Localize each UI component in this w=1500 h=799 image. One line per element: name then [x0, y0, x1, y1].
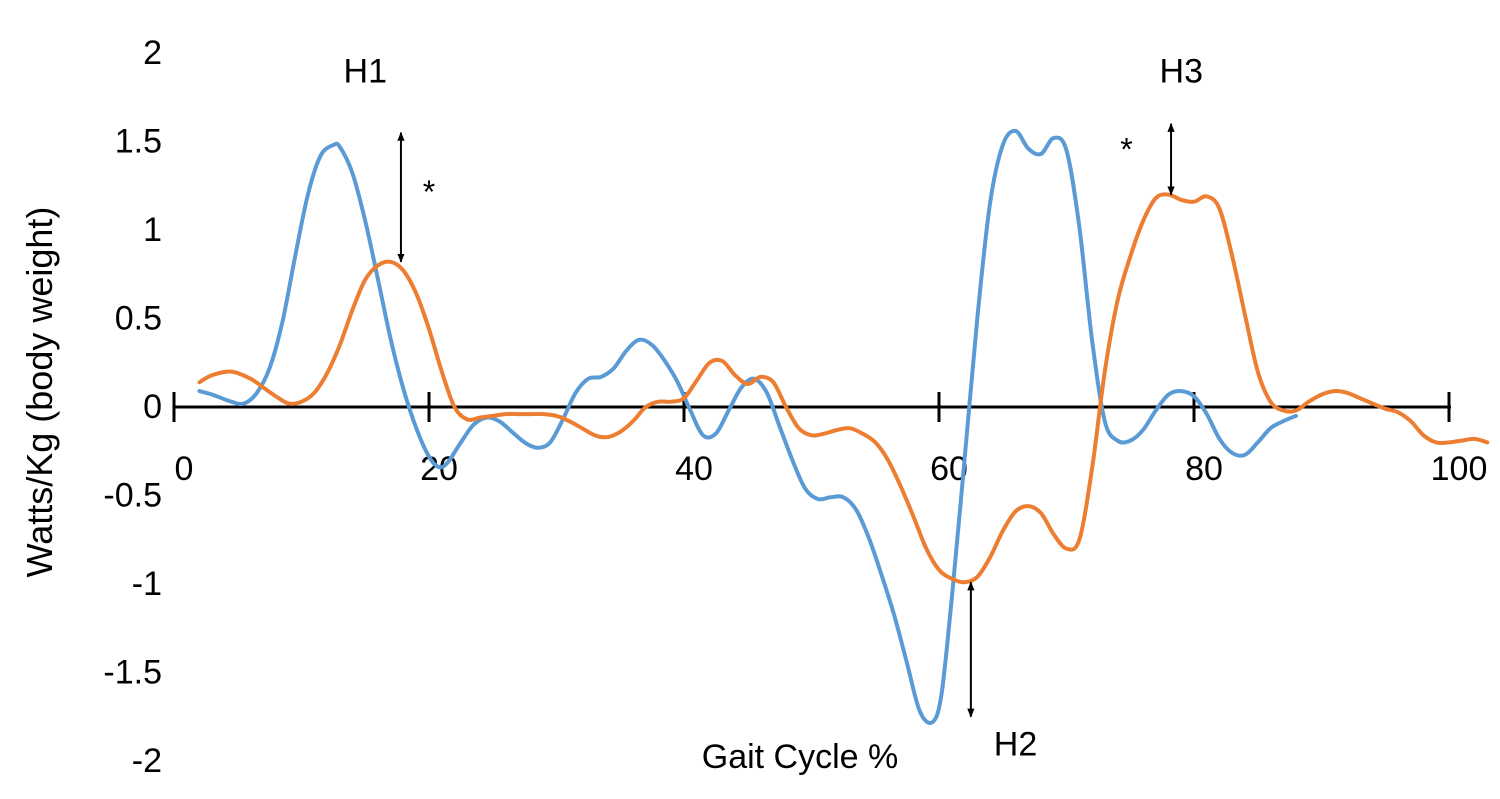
phase-label: H3: [1160, 53, 1203, 91]
significance-star: *: [423, 174, 435, 210]
phase-label: H2: [994, 725, 1037, 763]
y-tick-labels: 2 1.5 1 0.5 0 -0.5 -1 -1.5 -2: [103, 34, 162, 780]
y-tick-label: 0.5: [115, 300, 162, 338]
y-tick-label: 1.5: [115, 123, 162, 161]
x-tick-label: 40: [675, 450, 713, 488]
x-tick-labels: 0 20 40 60 80 100: [175, 450, 1488, 488]
x-tick-label: 80: [1185, 450, 1223, 488]
y-tick-label: -2: [132, 742, 162, 780]
series-lines: [197, 128, 1490, 726]
x-axis: [172, 392, 1451, 422]
y-tick-label: 1: [143, 211, 162, 249]
annotation-arrows: [397, 122, 1175, 718]
significance-star: *: [1120, 132, 1132, 168]
y-tick-label: 0: [143, 388, 162, 426]
x-axis-label: Gait Cycle %: [702, 738, 899, 776]
x-tick-label: 0: [175, 450, 194, 488]
y-tick-label: -0.5: [103, 477, 162, 515]
y-tick-label: 2: [143, 34, 162, 72]
y-axis-label: Watts/Kg (body weight): [19, 207, 60, 578]
x-tick-label: 100: [1431, 450, 1488, 488]
y-tick-label: -1.5: [103, 654, 162, 692]
series-line-2: [197, 192, 1490, 585]
annotation-labels: H1 H2 H3 * *: [344, 53, 1203, 764]
phase-label: H1: [344, 53, 387, 91]
y-tick-label: -1: [132, 565, 162, 603]
series-line-1: [197, 128, 1298, 726]
